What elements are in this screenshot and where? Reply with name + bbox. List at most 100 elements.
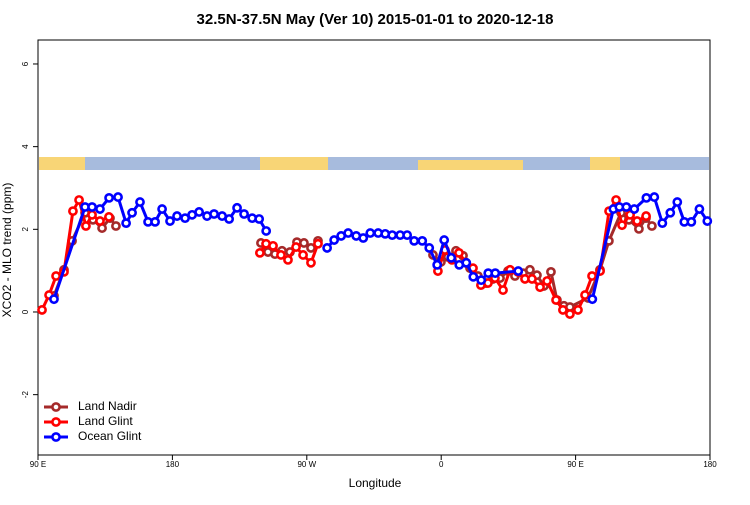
data-point xyxy=(276,250,286,260)
data-point xyxy=(629,204,640,214)
data-point xyxy=(535,282,545,293)
data-point xyxy=(95,204,105,214)
data-point xyxy=(209,209,219,219)
data-point xyxy=(402,230,413,240)
data-point xyxy=(432,259,443,270)
ocean-strip xyxy=(39,157,709,170)
data-point xyxy=(446,252,457,263)
data-point xyxy=(224,214,235,224)
x-axis-label: Longitude xyxy=(349,476,402,490)
data-point xyxy=(51,271,61,281)
data-point xyxy=(239,209,249,219)
data-point xyxy=(81,221,91,231)
data-point xyxy=(657,218,668,229)
y-tick-label: 6 xyxy=(21,61,30,66)
x-tick-label: 90 E xyxy=(567,460,583,469)
data-point xyxy=(291,242,301,252)
map-strip xyxy=(39,157,709,170)
data-point xyxy=(365,228,376,238)
data-point xyxy=(322,243,333,253)
land-strip xyxy=(260,157,328,170)
data-point xyxy=(306,243,316,253)
legend-label: Land Glint xyxy=(78,414,133,428)
data-point xyxy=(49,294,59,305)
data-point xyxy=(261,226,272,236)
data-point xyxy=(694,204,705,214)
data-point xyxy=(95,216,105,226)
data-point xyxy=(498,285,508,295)
data-point xyxy=(672,197,683,207)
data-point xyxy=(527,274,537,284)
data-point xyxy=(255,247,265,258)
data-point xyxy=(551,295,561,305)
data-point xyxy=(172,211,182,221)
x-tick-label: 180 xyxy=(166,460,180,469)
chart-title: 32.5N-37.5N May (Ver 10) 2015-01-01 to 2… xyxy=(197,11,554,28)
land-strip xyxy=(590,157,620,170)
data-point xyxy=(490,268,501,279)
data-point xyxy=(454,247,464,258)
legend-marker xyxy=(51,417,61,427)
legend-label: Land Nadir xyxy=(78,399,137,413)
data-point xyxy=(283,255,293,265)
data-point xyxy=(513,266,524,276)
legend-marker xyxy=(51,402,61,412)
data-point xyxy=(468,271,479,282)
plot-frame xyxy=(37,39,711,456)
data-point xyxy=(417,235,428,246)
data-point xyxy=(113,192,123,202)
data-point xyxy=(165,216,175,226)
data-point xyxy=(358,233,369,243)
data-point xyxy=(476,275,487,286)
data-point xyxy=(409,235,420,246)
data-point xyxy=(157,204,167,214)
data-point xyxy=(104,192,114,203)
data-point xyxy=(254,214,265,224)
data-point xyxy=(632,216,643,226)
data-point xyxy=(150,216,160,227)
data-point xyxy=(641,192,652,203)
data-point xyxy=(542,276,552,286)
series xyxy=(49,207,657,312)
data-point xyxy=(74,195,84,205)
legend-marker xyxy=(51,432,61,442)
data-point xyxy=(546,266,556,277)
data-point xyxy=(127,207,137,218)
data-point xyxy=(647,221,657,231)
data-point xyxy=(313,238,323,249)
data-point xyxy=(111,221,121,231)
data-point xyxy=(87,202,97,212)
x-tick-label: 90 E xyxy=(30,460,46,469)
data-point xyxy=(686,216,697,227)
data-point xyxy=(665,207,676,218)
data-point xyxy=(37,305,47,315)
data-point xyxy=(641,211,651,221)
data-point xyxy=(299,238,309,248)
data-point xyxy=(587,294,598,305)
data-point xyxy=(298,250,308,260)
data-point xyxy=(621,202,632,212)
data-point xyxy=(565,309,575,319)
y-tick-label: -2 xyxy=(21,391,30,399)
land-strip xyxy=(418,160,523,170)
data-point xyxy=(68,206,78,217)
data-point xyxy=(135,197,145,207)
data-point xyxy=(634,223,644,234)
y-axis-label: XCO2 - MLO trend (ppm) xyxy=(0,183,14,318)
data-point xyxy=(343,228,354,238)
y-tick-label: 4 xyxy=(21,144,30,149)
data-point xyxy=(121,218,132,229)
data-point xyxy=(194,207,205,217)
data-point xyxy=(617,220,627,231)
data-point xyxy=(525,264,535,275)
data-point xyxy=(702,216,713,226)
y-tick-label: 0 xyxy=(21,309,30,314)
data-point xyxy=(439,235,450,245)
data-point xyxy=(649,192,660,202)
data-point xyxy=(387,230,398,240)
land-strip xyxy=(39,157,85,170)
series xyxy=(49,192,713,305)
data-point xyxy=(329,235,340,245)
